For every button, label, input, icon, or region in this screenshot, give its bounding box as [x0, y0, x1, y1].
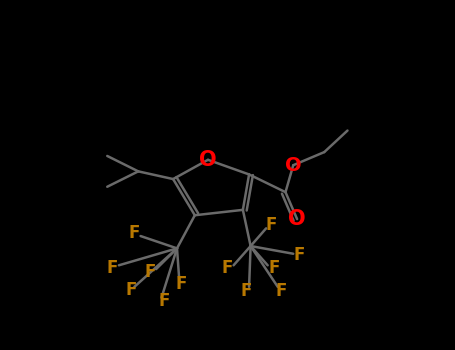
- Text: F: F: [222, 259, 233, 278]
- Text: O: O: [288, 209, 306, 229]
- Text: F: F: [275, 282, 287, 300]
- Text: F: F: [265, 216, 277, 234]
- Text: F: F: [144, 263, 156, 281]
- Text: F: F: [294, 246, 305, 264]
- Text: F: F: [268, 259, 279, 278]
- Text: O: O: [285, 156, 302, 175]
- Text: F: F: [159, 292, 170, 310]
- Text: F: F: [129, 224, 140, 242]
- Text: O: O: [199, 150, 217, 170]
- Text: F: F: [107, 259, 118, 276]
- Text: F: F: [126, 281, 137, 299]
- Text: F: F: [240, 282, 252, 300]
- Text: F: F: [175, 275, 187, 293]
